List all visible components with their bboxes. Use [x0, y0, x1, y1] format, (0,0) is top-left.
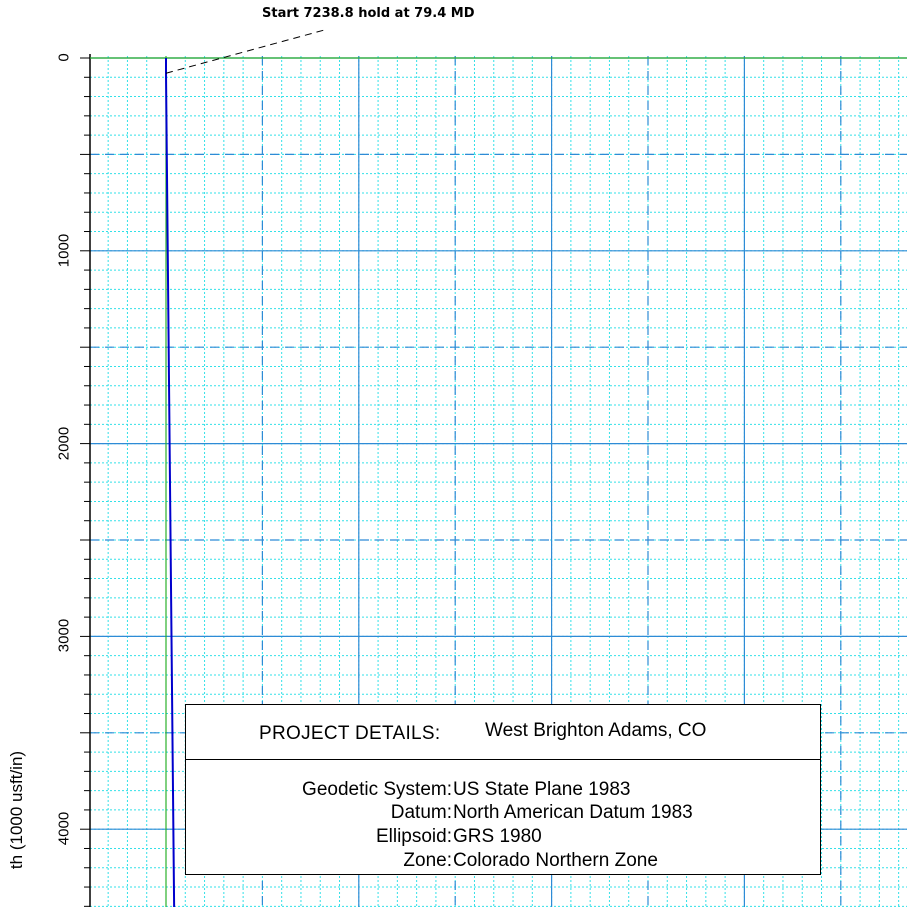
detail-value: Colorado Northern Zone [453, 850, 658, 871]
y-tick-label: 3000 [55, 619, 73, 653]
detail-key: Datum: [390, 802, 452, 823]
detail-value: North American Datum 1983 [453, 802, 693, 823]
detail-key: Zone: [403, 850, 452, 871]
project-details-box: PROJECT DETAILS: West Brighton Adams, CO… [185, 704, 821, 875]
annotation-label: Start 7238.8 hold at 79.4 MD [262, 6, 475, 21]
annotation-leader-line [165, 28, 329, 74]
y-tick-label: 2000 [55, 426, 73, 460]
project-name: West Brighton Adams, CO [485, 720, 707, 741]
detail-key: Ellipsoid: [375, 826, 452, 847]
y-tick-label: 0 [55, 53, 73, 62]
detail-value: US State Plane 1983 [453, 779, 631, 800]
y-tick-label: 4000 [55, 812, 73, 846]
detail-key: Geodetic System: [302, 779, 452, 800]
y-tick-label: 1000 [55, 233, 73, 267]
project-details-title: PROJECT DETAILS: [259, 723, 441, 744]
axes [80, 54, 907, 907]
y-axis-label: th (1000 usft/in) [7, 750, 26, 870]
annotations [165, 28, 329, 74]
detail-value: GRS 1980 [453, 826, 542, 847]
project-details-heading: PROJECT DETAILS: West Brighton Adams, CO [186, 705, 820, 760]
